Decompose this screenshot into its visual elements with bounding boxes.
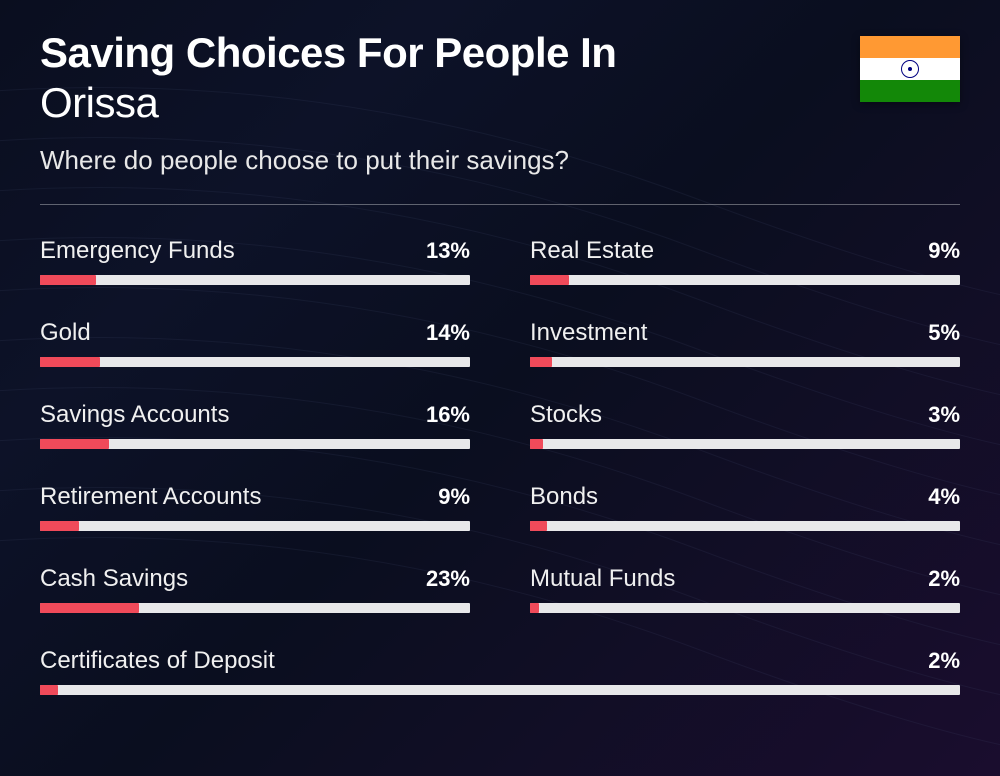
- bar-item-value: 2%: [928, 648, 960, 674]
- bar-item: Gold 14%: [40, 319, 470, 367]
- bar-item-label: Stocks: [530, 401, 602, 429]
- bar-fill: [40, 357, 100, 367]
- bar-item-value: 5%: [928, 320, 960, 346]
- bar-fill: [40, 685, 58, 695]
- bar-item-header: Investment 5%: [530, 319, 960, 347]
- bar-track: [530, 439, 960, 449]
- flag-saffron-stripe: [860, 36, 960, 58]
- bar-fill: [530, 275, 569, 285]
- bar-item-value: 23%: [426, 566, 470, 592]
- bar-track: [530, 357, 960, 367]
- bar-fill: [530, 357, 552, 367]
- bar-track: [40, 275, 470, 285]
- bar-item: Stocks 3%: [530, 401, 960, 449]
- bar-item-value: 13%: [426, 238, 470, 264]
- flag-white-stripe: [860, 58, 960, 80]
- bar-item-label: Real Estate: [530, 237, 654, 265]
- bar-fill: [40, 521, 79, 531]
- bar-item: Retirement Accounts 9%: [40, 483, 470, 531]
- bar-item-label: Certificates of Deposit: [40, 647, 275, 675]
- flag-green-stripe: [860, 80, 960, 102]
- bar-item-label: Savings Accounts: [40, 401, 229, 429]
- bar-item-label: Mutual Funds: [530, 565, 675, 593]
- bar-item: Investment 5%: [530, 319, 960, 367]
- bar-item: Certificates of Deposit 2%: [40, 647, 960, 695]
- bar-item: Savings Accounts 16%: [40, 401, 470, 449]
- bar-fill: [530, 439, 543, 449]
- subtitle: Where do people choose to put their savi…: [40, 145, 860, 176]
- bar-item: Real Estate 9%: [530, 237, 960, 285]
- bar-item-header: Gold 14%: [40, 319, 470, 347]
- title-line-2: Orissa: [40, 78, 860, 128]
- india-flag-icon: [860, 36, 960, 102]
- bar-item-label: Bonds: [530, 483, 598, 511]
- bar-item-label: Cash Savings: [40, 565, 188, 593]
- bar-item-header: Retirement Accounts 9%: [40, 483, 470, 511]
- bar-item: Emergency Funds 13%: [40, 237, 470, 285]
- bar-item-header: Stocks 3%: [530, 401, 960, 429]
- bar-item-value: 2%: [928, 566, 960, 592]
- bar-fill: [530, 603, 539, 613]
- bar-track: [530, 521, 960, 531]
- bar-item-value: 3%: [928, 402, 960, 428]
- bars-grid: Emergency Funds 13% Real Estate 9% Gold 14% In…: [40, 237, 960, 695]
- main-container: Saving Choices For People In Orissa Wher…: [0, 0, 1000, 725]
- header: Saving Choices For People In Orissa Wher…: [40, 30, 960, 176]
- title-line-1: Saving Choices For People In: [40, 30, 860, 76]
- bar-item-header: Cash Savings 23%: [40, 565, 470, 593]
- bar-item-header: Mutual Funds 2%: [530, 565, 960, 593]
- bar-track: [40, 521, 470, 531]
- bar-fill: [40, 603, 139, 613]
- bar-item-value: 14%: [426, 320, 470, 346]
- ashoka-chakra-icon: [901, 60, 919, 78]
- bar-item: Bonds 4%: [530, 483, 960, 531]
- bar-item-header: Savings Accounts 16%: [40, 401, 470, 429]
- bar-item-label: Emergency Funds: [40, 237, 235, 265]
- header-text: Saving Choices For People In Orissa Wher…: [40, 30, 860, 176]
- bar-track: [40, 685, 960, 695]
- bar-item-value: 9%: [928, 238, 960, 264]
- bar-track: [40, 357, 470, 367]
- bar-item-value: 9%: [438, 484, 470, 510]
- bar-track: [530, 275, 960, 285]
- bar-track: [40, 439, 470, 449]
- bar-fill: [40, 439, 109, 449]
- bar-item-header: Emergency Funds 13%: [40, 237, 470, 265]
- bar-item-header: Real Estate 9%: [530, 237, 960, 265]
- divider: [40, 204, 960, 205]
- bar-item-label: Investment: [530, 319, 647, 347]
- bar-item: Mutual Funds 2%: [530, 565, 960, 613]
- bar-item-label: Retirement Accounts: [40, 483, 261, 511]
- bar-item-value: 4%: [928, 484, 960, 510]
- bar-track: [40, 603, 470, 613]
- bar-fill: [530, 521, 547, 531]
- bar-item-label: Gold: [40, 319, 91, 347]
- bar-item-header: Certificates of Deposit 2%: [40, 647, 960, 675]
- bar-item-header: Bonds 4%: [530, 483, 960, 511]
- bar-fill: [40, 275, 96, 285]
- bar-item-value: 16%: [426, 402, 470, 428]
- bar-item: Cash Savings 23%: [40, 565, 470, 613]
- bar-track: [530, 603, 960, 613]
